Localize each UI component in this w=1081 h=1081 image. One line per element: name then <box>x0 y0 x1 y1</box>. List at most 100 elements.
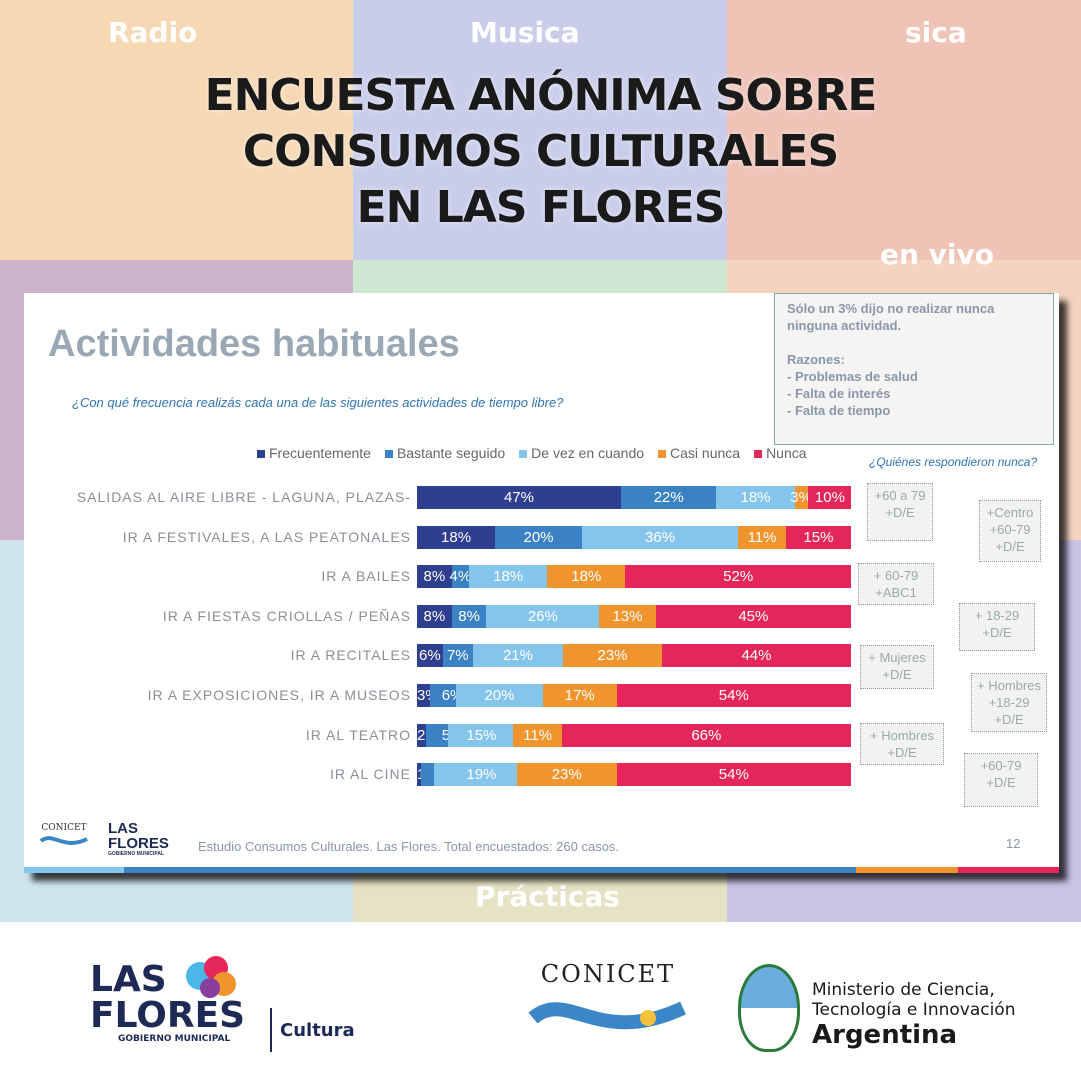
bar-segment <box>451 604 487 628</box>
ministerio-line: Ministerio de Ciencia, <box>812 980 995 1000</box>
bar-segment <box>495 525 582 549</box>
conicet-logo: CONICET <box>36 823 92 852</box>
las-flores-logo: LAS FLORES GOBIERNO MUNICIPAL <box>108 821 178 858</box>
category-label: IR AL CINE <box>329 766 411 783</box>
bar-segment <box>456 684 543 707</box>
conicet-wave-icon <box>39 836 88 845</box>
poster-title: ENCUESTA ANÓNIMA SOBRE CONSUMOS CULTURAL… <box>0 68 1081 236</box>
gobierno-text: GOBIERNO MUNICIPAL <box>118 1034 231 1044</box>
stripe <box>124 867 856 873</box>
never-respondents-box: + Mujeres +D/E <box>860 645 934 689</box>
bg-panel <box>0 0 353 260</box>
bar-segment <box>620 486 717 509</box>
bar-segment <box>434 763 517 787</box>
legend-label: De vez en cuando <box>531 445 645 461</box>
bar-value-label: 8% <box>423 607 446 625</box>
bar-segment <box>417 684 431 707</box>
conicet-logo-large: CONICET <box>528 960 688 1053</box>
legend-label: Nunca <box>766 445 807 461</box>
legend-swatch <box>257 450 265 458</box>
bar-segment <box>513 723 562 747</box>
legend-item: Nunca <box>754 445 807 461</box>
bar-value-label: 6% <box>419 647 441 665</box>
bar-segment <box>625 565 851 589</box>
legend-swatch <box>384 450 393 458</box>
ministerio-logo: Ministerio de Ciencia, Tecnología e Inno… <box>812 980 1016 1050</box>
bar-segment <box>417 644 443 668</box>
stripe <box>958 867 1059 873</box>
bar-value-label: 15% <box>466 726 497 744</box>
las-flores-text: LAS FLORES <box>90 959 246 1036</box>
never-respondents-box: +60-79 +D/E <box>964 753 1038 807</box>
bar-value-label: 8% <box>458 607 480 625</box>
bar-segment <box>616 684 851 707</box>
country-text: Argentina <box>812 1020 958 1050</box>
flower-icon <box>186 956 236 998</box>
bg-panel <box>353 0 727 260</box>
page-number: 12 <box>1006 836 1021 851</box>
divider <box>270 1008 272 1052</box>
bar-value-label: 36% <box>645 528 676 546</box>
stripe <box>856 867 958 873</box>
never-respondents-box: + 18-29 +D/E <box>959 603 1035 651</box>
note-box: Sólo un 3% dijo no realizar nunca ningun… <box>774 293 1054 445</box>
legend-swatch <box>519 450 528 458</box>
legend-label: Frecuentemente <box>269 445 371 461</box>
bar-value-label: 8% <box>423 568 446 586</box>
legend-item: Frecuentemente <box>257 445 371 461</box>
las-flores-text: LAS FLORES <box>108 820 169 852</box>
conicet-wave-icon <box>528 1001 686 1030</box>
bar-segment <box>451 565 470 589</box>
bar-value-label: 13% <box>612 607 643 625</box>
category-label: SALIDAS AL AIRE LIBRE - LAGUNA, PLAZAS- <box>76 489 411 505</box>
category-label: IR AL TEATRO <box>305 726 411 743</box>
footer-source: Estudio Consumos Culturales. Las Flores.… <box>198 839 620 854</box>
bar-value-label: 11% <box>523 726 553 744</box>
bar-segment <box>469 565 548 589</box>
bar-value-label: 26% <box>527 607 558 625</box>
bar-value-label: 15% <box>803 528 834 546</box>
bar-value-label: 20% <box>523 528 554 546</box>
bar-value-label: 11% <box>747 528 777 546</box>
bar-segment <box>807 486 851 509</box>
bar-segment <box>472 644 564 668</box>
bar-value-label: 45% <box>738 607 769 625</box>
category-label: IR A BAILES <box>321 568 411 585</box>
bar-segment <box>785 525 851 549</box>
argentina-shield-icon <box>738 964 800 1052</box>
category-label: IR A RECITALES <box>290 647 411 664</box>
bar-value-label: 18% <box>493 568 524 586</box>
title-line: CONSUMOS CULTURALES <box>242 126 839 177</box>
bg-label: en vivo <box>880 238 995 271</box>
bar-value-label: 54% <box>718 766 749 784</box>
cultura-text: Cultura <box>280 1020 355 1041</box>
never-respondents-box: +Centro +60-79 +D/E <box>979 500 1041 562</box>
legend: Frecuentemente Bastante seguido De vez en … <box>257 445 807 461</box>
bottom-logos: LAS FLORES GOBIERNO MUNICIPAL Cultura CO… <box>0 922 1081 1081</box>
bg-label: Prácticas <box>475 880 620 913</box>
bar-value-label: 23% <box>551 766 582 784</box>
bar-segment <box>655 604 851 628</box>
bar-value-label: 54% <box>718 687 749 704</box>
bar-value-label: 44% <box>741 647 772 665</box>
bar-value-label: 66% <box>691 726 722 744</box>
survey-question: ¿Con qué frecuencia realizás cada una de… <box>72 395 564 410</box>
bar-segment <box>417 604 452 628</box>
category-label: IR A FESTIVALES, A LAS PEATONALES <box>122 528 411 545</box>
bg-label: Radio <box>108 16 198 49</box>
legend-item: De vez en cuando <box>519 445 644 461</box>
never-respondents-box: + 60-79 +ABC1 <box>858 563 934 605</box>
bar-segment <box>581 525 739 549</box>
bar-value-label: 52% <box>723 568 754 586</box>
who-title: ¿Quiénes respondieron nunca? <box>869 455 1038 469</box>
bar-segment <box>417 763 422 787</box>
slide: Actividades habituales ¿Con qué frecuenc… <box>24 293 1059 873</box>
bar-value-label: 18% <box>441 528 472 546</box>
bg-label: Musica <box>470 16 580 49</box>
legend-label: Bastante seguido <box>396 445 506 461</box>
bar-segment <box>738 525 786 549</box>
bar-segment <box>661 644 851 668</box>
bar-segment <box>547 565 626 589</box>
las-flores-cultura-logo: LAS FLORES GOBIERNO MUNICIPAL Cultura <box>90 956 355 1052</box>
bar-segment <box>417 723 426 747</box>
